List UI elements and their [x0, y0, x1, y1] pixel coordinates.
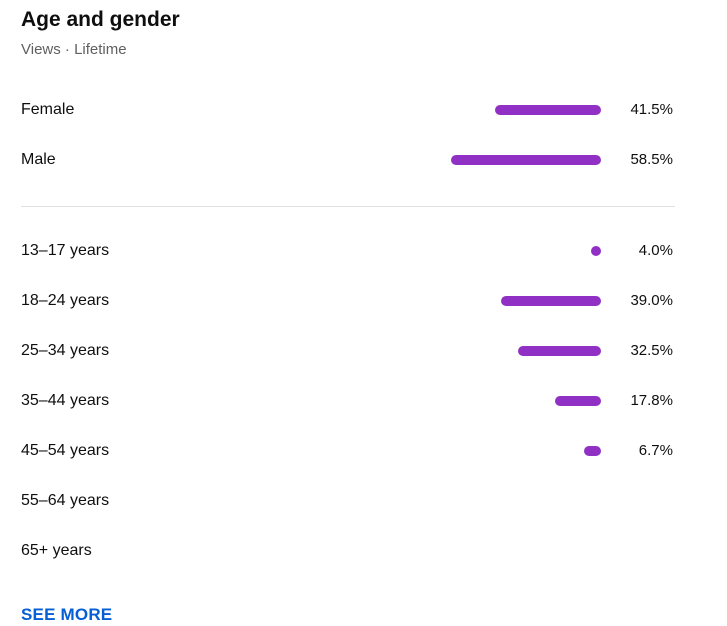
- gender-bar: [495, 105, 601, 115]
- card-title: Age and gender: [21, 8, 180, 31]
- bar-track: [341, 396, 601, 406]
- age-label: 35–44 years: [21, 392, 110, 409]
- bar-track: [341, 346, 601, 356]
- age-value: 39.0%: [630, 292, 673, 309]
- gender-row-male: Male 58.5%: [21, 150, 675, 170]
- gender-label: Male: [21, 151, 56, 168]
- age-row-65-plus: 65+ years: [21, 541, 675, 561]
- age-row-18-24: 18–24 years 39.0%: [21, 291, 675, 311]
- age-label: 55–64 years: [21, 492, 110, 509]
- age-value: 32.5%: [630, 342, 673, 359]
- age-label: 13–17 years: [21, 242, 110, 259]
- age-bar: [591, 246, 601, 256]
- gender-row-female: Female 41.5%: [21, 100, 675, 120]
- age-row-45-54: 45–54 years 6.7%: [21, 441, 675, 461]
- age-row-35-44: 35–44 years 17.8%: [21, 391, 675, 411]
- bar-track: [341, 446, 601, 456]
- age-label: 65+ years: [21, 542, 92, 559]
- card-subtitle: Views · Lifetime: [21, 41, 127, 58]
- age-value: 4.0%: [638, 242, 673, 259]
- age-bar: [518, 346, 601, 356]
- age-value: 6.7%: [638, 442, 673, 459]
- see-more-button[interactable]: SEE MORE: [21, 605, 113, 624]
- age-value: 17.8%: [630, 392, 673, 409]
- age-label: 18–24 years: [21, 292, 110, 309]
- bar-track: [341, 155, 601, 165]
- gender-label: Female: [21, 101, 75, 118]
- age-gender-card: Age and gender Views · Lifetime Female 4…: [21, 0, 675, 624]
- gender-value: 41.5%: [630, 101, 673, 118]
- age-row-13-17: 13–17 years 4.0%: [21, 241, 675, 261]
- bar-track: [341, 105, 601, 115]
- section-divider: [21, 206, 675, 207]
- gender-bar: [451, 155, 601, 165]
- bar-track: [341, 296, 601, 306]
- age-bar: [584, 446, 601, 456]
- gender-value: 58.5%: [630, 151, 673, 168]
- age-bar: [555, 396, 601, 406]
- bar-track: [341, 246, 601, 256]
- age-label: 25–34 years: [21, 342, 110, 359]
- age-label: 45–54 years: [21, 442, 110, 459]
- age-row-55-64: 55–64 years: [21, 491, 675, 511]
- age-bar: [501, 296, 601, 306]
- age-row-25-34: 25–34 years 32.5%: [21, 341, 675, 361]
